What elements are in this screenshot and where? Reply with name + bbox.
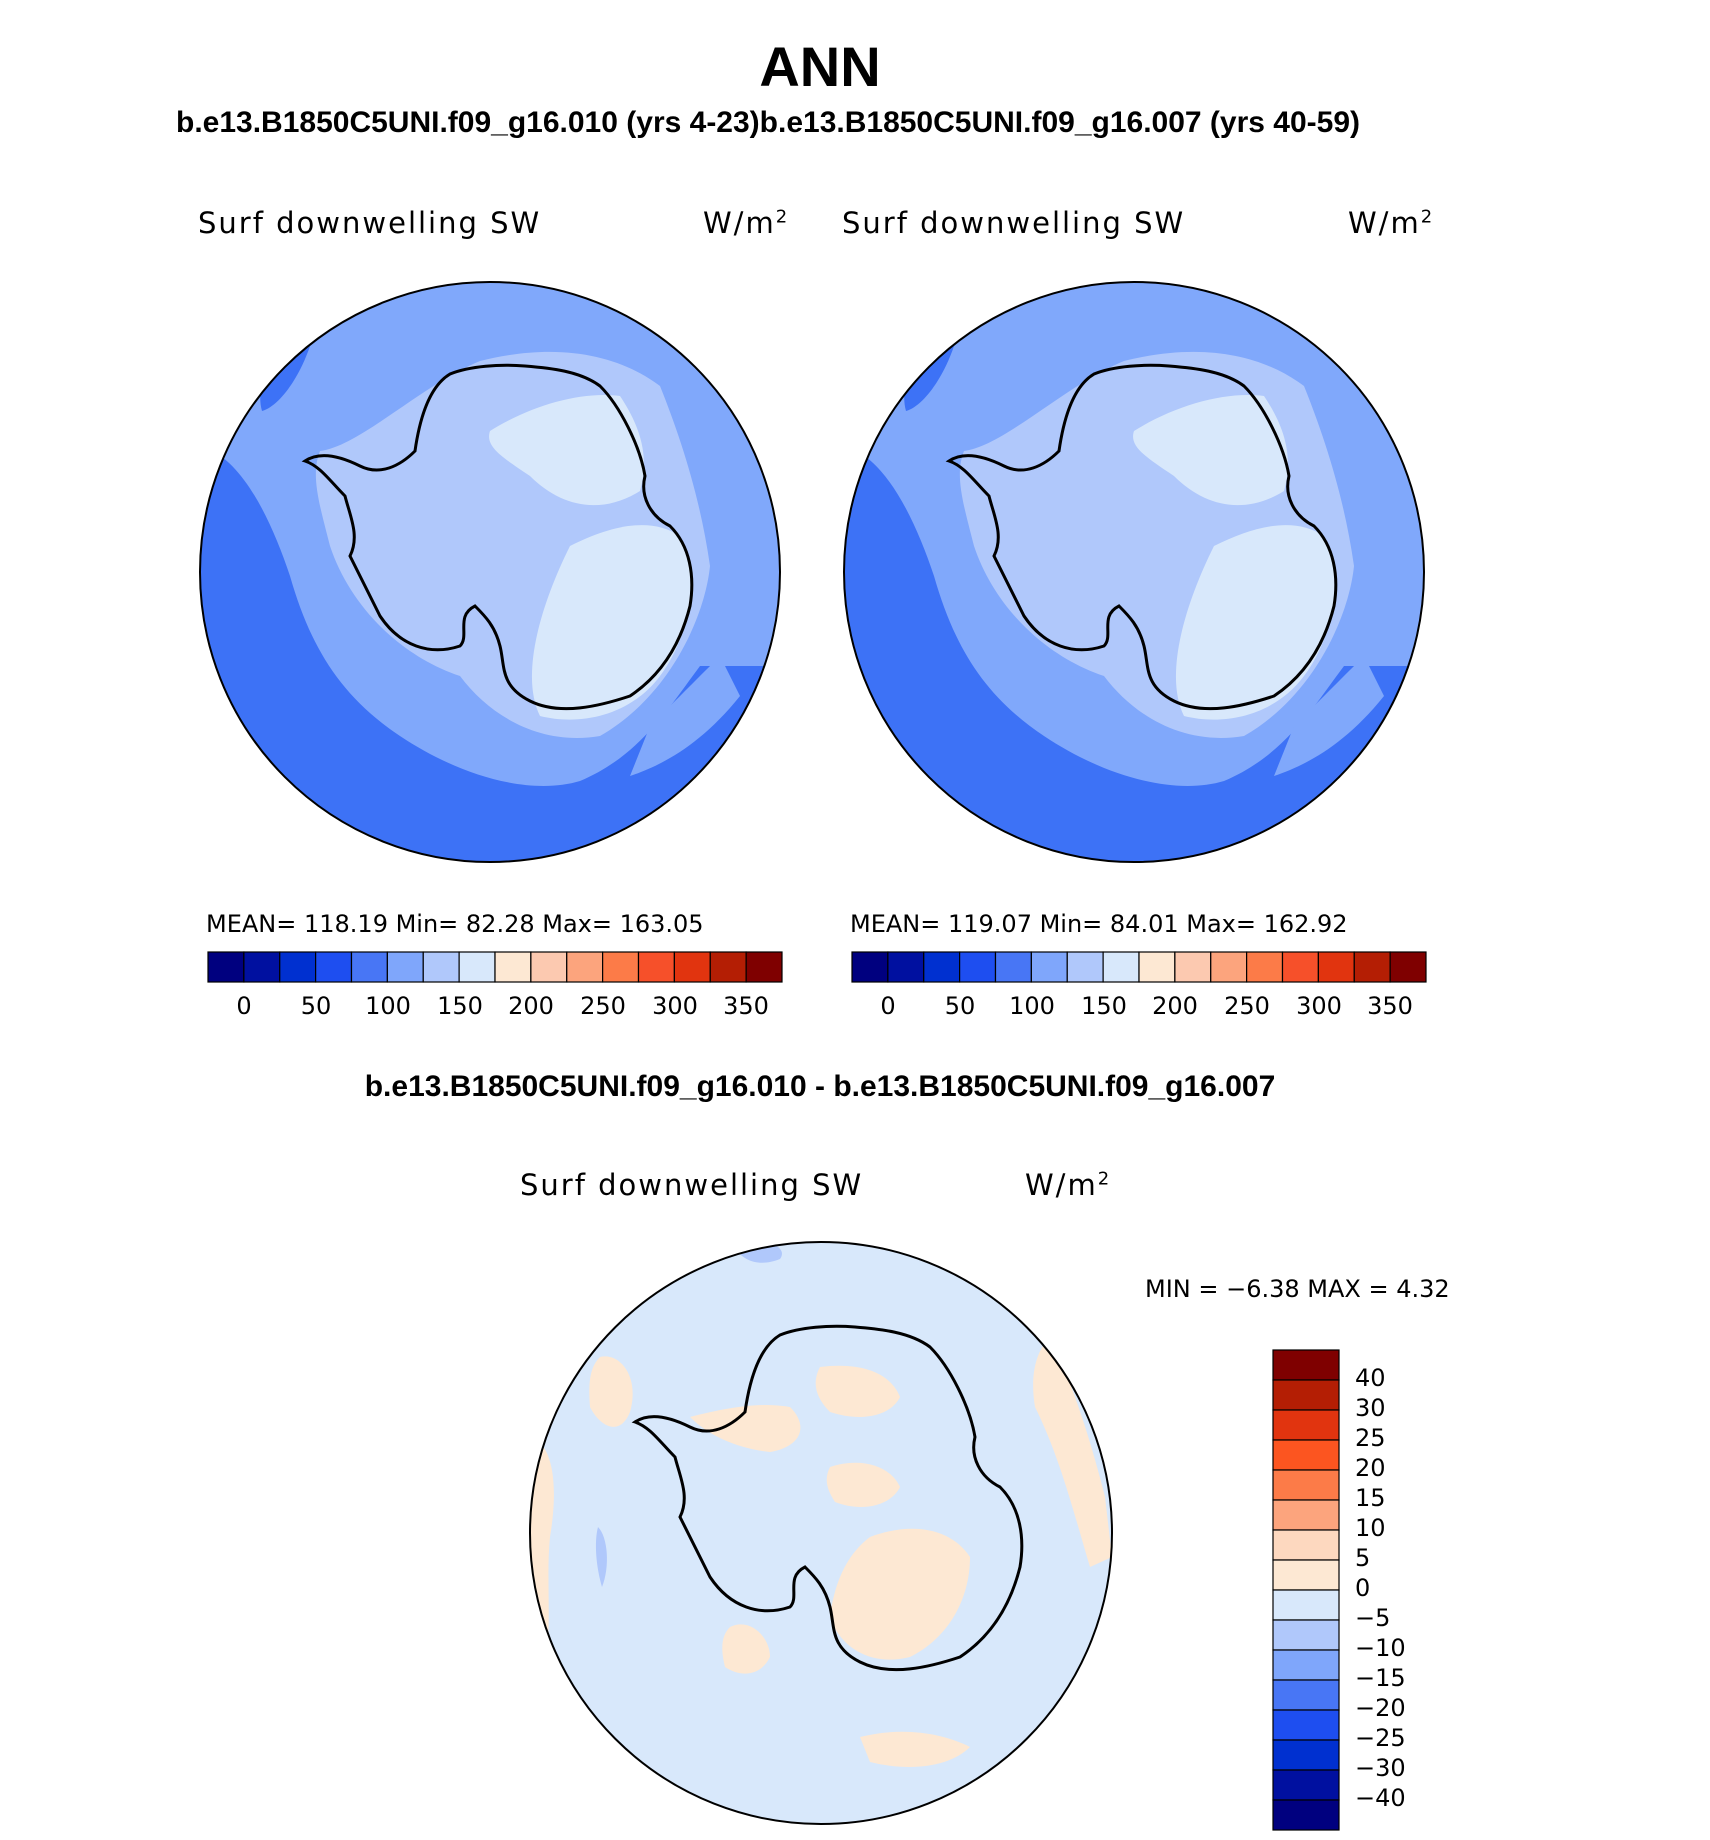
colorbar-swatch <box>1389 951 1427 983</box>
colorbar-swatch <box>602 951 640 983</box>
colorbar-swatch <box>1272 1739 1340 1771</box>
panel1-colorbar <box>207 951 783 983</box>
panel2-colorbar <box>851 951 1427 983</box>
panel2-colorbar-tick: 50 <box>944 992 976 1020</box>
colorbar-swatch <box>1272 1679 1340 1711</box>
diff-colorbar-tick: −40 <box>1355 1784 1406 1812</box>
panel1-units-label: W/m2 <box>703 206 790 240</box>
colorbar-swatch <box>315 951 353 983</box>
panel2-units-label: W/m2 <box>1348 206 1435 240</box>
colorbar-swatch <box>1272 1529 1340 1561</box>
diff-colorbar-tick: −10 <box>1355 1634 1406 1662</box>
panel1-colorbar-tick: 50 <box>300 992 332 1020</box>
diff-units-label: W/m2 <box>1025 1168 1112 1202</box>
panel1-colorbar-tick: 100 <box>365 992 411 1020</box>
colorbar-swatch <box>1272 1799 1340 1831</box>
colorbar-swatch <box>1066 951 1104 983</box>
colorbar-swatch <box>1272 1709 1340 1741</box>
colorbar-swatch <box>851 951 889 983</box>
colorbar-swatch <box>1174 951 1212 983</box>
diff-colorbar-tick: −20 <box>1355 1694 1406 1722</box>
cases-subtitle: b.e13.B1850C5UNI.f09_g16.010 (yrs 4-23)b… <box>176 106 1361 139</box>
colorbar-swatch <box>1138 951 1176 983</box>
colorbar-swatch <box>1281 951 1319 983</box>
colorbar-swatch <box>1272 1559 1340 1591</box>
panel2-colorbar-tick: 300 <box>1296 992 1342 1020</box>
panel2-variable-label: Surf downwelling SW <box>842 206 1186 240</box>
colorbar-swatch <box>1102 951 1140 983</box>
panel1-variable-label: Surf downwelling SW <box>198 206 542 240</box>
diff-variable-label: Surf downwelling SW <box>520 1168 864 1202</box>
panel2-colorbar-tick: 100 <box>1009 992 1055 1020</box>
colorbar-swatch <box>1272 1589 1340 1621</box>
colorbar-swatch <box>243 951 281 983</box>
colorbar-swatch <box>1272 1499 1340 1531</box>
colorbar-swatch <box>386 951 424 983</box>
panel1-colorbar-tick: 150 <box>437 992 483 1020</box>
panel1-colorbar-tick: 250 <box>580 992 626 1020</box>
panel1-colorbar-tick: 300 <box>652 992 698 1020</box>
colorbar-swatch <box>1272 1769 1340 1801</box>
colorbar-swatch <box>923 951 961 983</box>
diff-colorbar-tick: 10 <box>1355 1514 1386 1542</box>
diff-colorbar-tick: −5 <box>1355 1604 1391 1632</box>
difference-title: b.e13.B1850C5UNI.f09_g16.010 - b.e13.B18… <box>364 1070 1276 1103</box>
colorbar-swatch <box>350 951 388 983</box>
panel1-stats: MEAN= 118.19 Min= 82.28 Max= 163.05 <box>206 910 704 938</box>
colorbar-swatch <box>279 951 317 983</box>
colorbar-swatch <box>709 951 747 983</box>
colorbar-swatch <box>1317 951 1355 983</box>
diff-colorbar-tick: −30 <box>1355 1754 1406 1782</box>
panel1-colorbar-tick: 0 <box>236 992 252 1020</box>
main-title: ANN <box>759 35 881 98</box>
panel2-colorbar-tick: 0 <box>880 992 896 1020</box>
colorbar-swatch <box>887 951 925 983</box>
panel2-colorbar-tick: 150 <box>1081 992 1127 1020</box>
diff-colorbar-tick: 0 <box>1355 1574 1371 1602</box>
colorbar-swatch <box>673 951 711 983</box>
panel2-colorbar-tick: 350 <box>1367 992 1413 1020</box>
colorbar-swatch <box>1272 1349 1340 1381</box>
colorbar-swatch <box>1272 1469 1340 1501</box>
colorbar-swatch <box>745 951 783 983</box>
diff-colorbar-tick: 5 <box>1355 1544 1371 1572</box>
panel2-colorbar-tick: 250 <box>1224 992 1270 1020</box>
colorbar-swatch <box>1353 951 1391 983</box>
panel1-colorbar-tick: 200 <box>508 992 554 1020</box>
diff-colorbar-tick: −25 <box>1355 1724 1406 1752</box>
diff-colorbar-tick: 30 <box>1355 1394 1386 1422</box>
difference-colorbar <box>1272 1349 1340 1831</box>
difference-polar-map <box>529 1241 1113 1825</box>
colorbar-swatch <box>1246 951 1284 983</box>
panel1-polar-map <box>199 281 781 863</box>
colorbar-swatch <box>637 951 675 983</box>
colorbar-swatch <box>458 951 496 983</box>
diff-minmax-stats: MIN = −6.38 MAX = 4.32 <box>1145 1275 1450 1303</box>
panel2-polar-map <box>843 281 1425 863</box>
diff-colorbar-tick: 20 <box>1355 1454 1386 1482</box>
colorbar-swatch <box>1272 1379 1340 1411</box>
diff-colorbar-tick: 25 <box>1355 1424 1386 1452</box>
colorbar-swatch <box>422 951 460 983</box>
colorbar-swatch <box>207 951 245 983</box>
colorbar-swatch <box>1030 951 1068 983</box>
colorbar-swatch <box>1210 951 1248 983</box>
colorbar-swatch <box>994 951 1032 983</box>
panel1-colorbar-tick: 350 <box>723 992 769 1020</box>
diff-colorbar-tick: 15 <box>1355 1484 1386 1512</box>
colorbar-swatch <box>566 951 604 983</box>
panel2-colorbar-tick: 200 <box>1152 992 1198 1020</box>
panel2-stats: MEAN= 119.07 Min= 84.01 Max= 162.92 <box>850 910 1348 938</box>
colorbar-swatch <box>494 951 532 983</box>
colorbar-swatch <box>1272 1409 1340 1441</box>
diff-colorbar-tick: −15 <box>1355 1664 1406 1692</box>
colorbar-swatch <box>1272 1649 1340 1681</box>
colorbar-swatch <box>1272 1619 1340 1651</box>
colorbar-swatch <box>959 951 997 983</box>
diff-colorbar-tick: 40 <box>1355 1364 1386 1392</box>
colorbar-swatch <box>530 951 568 983</box>
colorbar-swatch <box>1272 1439 1340 1471</box>
